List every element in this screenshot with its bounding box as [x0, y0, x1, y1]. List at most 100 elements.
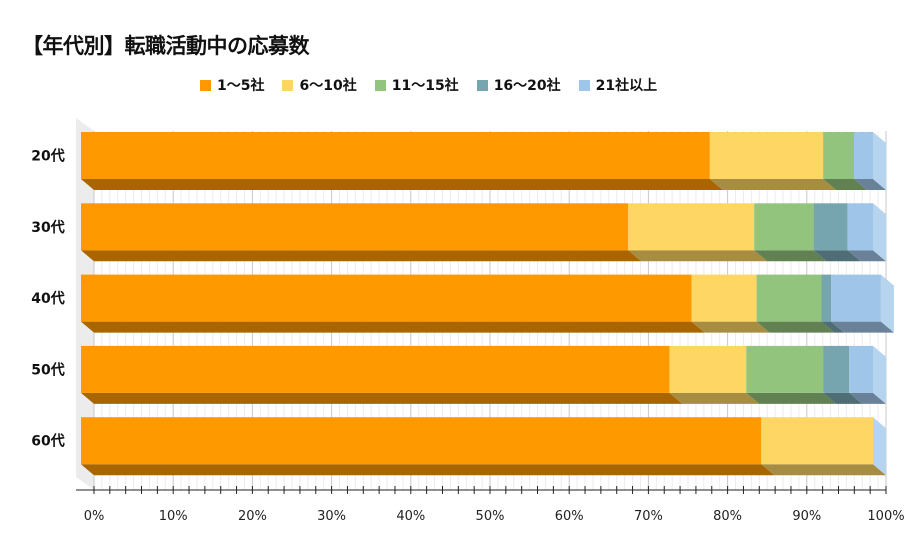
bar-bottom-face [746, 392, 837, 404]
bar-front-face [823, 132, 854, 179]
bar-bottom-face [709, 179, 837, 190]
legend-item: 21社以上 [578, 75, 658, 95]
bar-segment [831, 274, 894, 333]
bar-bottom-face [831, 321, 894, 333]
bar-segment [754, 203, 827, 262]
bar-front-face [821, 274, 832, 322]
bar-segment [821, 274, 845, 333]
bar-segment [81, 132, 723, 190]
bar-segment [81, 345, 683, 404]
bar-front-face [628, 203, 755, 251]
bar-bottom-face [849, 392, 886, 404]
bar-segment [81, 203, 642, 262]
bar-bottom-face [813, 250, 861, 262]
bar-segment [691, 274, 770, 333]
bar-front-face [81, 417, 762, 465]
x-tick-label: 20% [238, 509, 267, 524]
bar-bottom-face [81, 179, 723, 190]
legend-label: 21社以上 [595, 78, 658, 94]
legend-label: 11〜15社 [391, 78, 459, 94]
bar-front-face [81, 203, 629, 251]
bar-bottom-face [754, 250, 827, 262]
legend-item: 1〜5社 [200, 75, 264, 95]
chart-title: 【年代別】転職活動中の応募数 [22, 34, 310, 58]
x-tick-label: 10% [159, 509, 188, 524]
x-tick-label: 100% [867, 509, 904, 524]
bar-bottom-face [823, 179, 867, 190]
legend-item: 16〜20社 [476, 75, 561, 95]
bar-front-face [709, 132, 824, 179]
bar-bottom-face [81, 250, 642, 262]
bar-bottom-face [756, 321, 835, 333]
bar-bottom-face [81, 464, 775, 476]
bar-segment [669, 345, 760, 404]
legend-swatch [476, 79, 488, 91]
bar-front-face [81, 345, 670, 393]
bar-segment [761, 417, 886, 476]
bar-bottom-face [847, 250, 886, 262]
bar-end-face [873, 345, 886, 404]
legend-label: 16〜20社 [493, 78, 561, 94]
bar-front-face [813, 203, 848, 251]
bar-segment [813, 203, 861, 262]
bar-bottom-face [691, 321, 770, 333]
bar-bottom-face [853, 179, 886, 190]
x-tick-label: 60% [555, 509, 584, 524]
bar-end-face [880, 274, 894, 333]
bar-front-face [81, 132, 710, 179]
bar-segment [849, 345, 886, 404]
bar-end-face [873, 203, 886, 262]
bar-bottom-face [821, 321, 845, 333]
y-category-label: 50代 [31, 361, 64, 378]
bar-front-face [756, 274, 822, 322]
bar-bottom-face [628, 250, 768, 262]
bar-front-face [691, 274, 757, 322]
bar-segment [81, 274, 705, 333]
legend-swatch [374, 79, 386, 91]
bar-end-face [873, 132, 886, 190]
bar-front-face [823, 345, 850, 393]
bar-front-face [754, 203, 814, 251]
y-category-label: 20代 [31, 148, 64, 165]
bar-segment [847, 203, 886, 262]
x-tick-label: 40% [396, 509, 425, 524]
bar-segment [853, 132, 886, 190]
bar-front-face [81, 274, 692, 322]
legend-swatch [200, 79, 211, 91]
y-category-label: 40代 [31, 290, 64, 307]
x-tick-label: 0% [84, 509, 105, 524]
bar-front-face [669, 345, 747, 393]
bar-front-face [761, 417, 873, 465]
legend-item: 6〜10社 [282, 75, 357, 95]
bar-segment [81, 417, 775, 476]
bar-segment [746, 345, 837, 404]
bar-front-face [746, 345, 824, 393]
bar-segment [628, 203, 768, 262]
x-tick-label: 90% [792, 509, 821, 524]
legend-item: 11〜15社 [374, 75, 459, 95]
x-tick-label: 30% [317, 509, 346, 524]
bar-bottom-face [761, 464, 886, 476]
legend-label: 6〜10社 [299, 78, 357, 94]
bar-segment [709, 132, 837, 190]
bar-bottom-face [81, 321, 705, 333]
bar-segment [823, 345, 863, 404]
y-category-label: 30代 [31, 219, 64, 236]
y-category-label: 60代 [31, 433, 64, 450]
bar-front-face [853, 132, 873, 179]
bar-segment [823, 132, 867, 190]
legend: 1〜5社 6〜10社 11〜15社 16〜20社 21社以上 [200, 75, 657, 95]
bar-front-face [831, 274, 881, 322]
bar-front-face [847, 203, 873, 251]
x-tick-label: 50% [476, 509, 505, 524]
bar-segment [756, 274, 835, 333]
bar-front-face [849, 345, 873, 393]
bar-end-face [873, 417, 886, 476]
x-tick-label: 70% [634, 509, 663, 524]
bar-bottom-face [81, 392, 683, 404]
legend-swatch [282, 79, 294, 91]
x-tick-label: 80% [713, 509, 742, 524]
bar-bottom-face [669, 392, 760, 404]
